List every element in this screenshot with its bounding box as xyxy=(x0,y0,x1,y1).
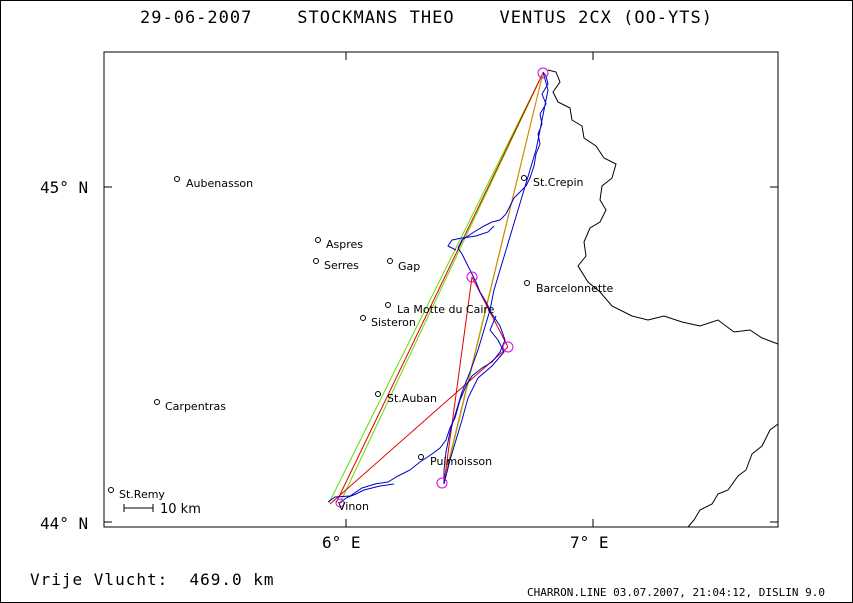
lon-label-7: 7° E xyxy=(570,533,609,552)
scale-bar xyxy=(123,504,154,512)
turnpoint-vinon xyxy=(335,498,345,508)
distance-label: Vrije Vlucht: 469.0 km xyxy=(30,570,275,589)
town-label-serres: Serres xyxy=(324,259,359,272)
coastline xyxy=(687,423,779,528)
town-label-puimoisson: Puimoisson xyxy=(430,455,492,468)
turnpoint-north xyxy=(537,67,549,79)
town-label-la-motte-du-caire: La Motte du Caire xyxy=(397,303,495,316)
country-border xyxy=(547,69,779,345)
lat-label-45: 45° N xyxy=(40,178,88,197)
town-label-barcelonnette: Barcelonnette xyxy=(536,282,614,295)
town-markers xyxy=(108,175,530,493)
map-frame xyxy=(103,51,779,528)
town-label-aspres: Aspres xyxy=(326,238,363,251)
turnpoints xyxy=(335,67,549,508)
flight-track xyxy=(327,71,549,504)
town-label-st-remy: St.Remy xyxy=(119,488,165,501)
turnpoint-gap xyxy=(466,271,478,283)
town-label-sisteron: Sisteron xyxy=(371,316,416,329)
town-label-vinon: Vinon xyxy=(338,500,369,513)
footer-info: CHARRON.LINE 03.07.2007, 21:04:12, DISLI… xyxy=(526,586,825,599)
town-label-st-auban: St.Auban xyxy=(387,392,437,405)
scale-bar-label: 10 km xyxy=(160,502,201,517)
lon-label-6: 6° E xyxy=(322,533,361,552)
town-label-aubenasson: Aubenasson xyxy=(186,177,253,190)
turnpoint-east xyxy=(502,341,514,353)
flight-title: 29-06-2007 STOCKMANS THEO VENTUS 2CX (OO… xyxy=(140,8,713,28)
lat-label-44: 44° N xyxy=(40,514,88,533)
town-label-gap: Gap xyxy=(398,260,420,273)
axis-ticks xyxy=(104,52,778,527)
town-label-carpentras: Carpentras xyxy=(165,400,226,413)
town-label-st-crepin: St.Crepin xyxy=(533,176,584,189)
task-legs xyxy=(328,72,544,505)
turnpoint-south xyxy=(436,477,448,489)
